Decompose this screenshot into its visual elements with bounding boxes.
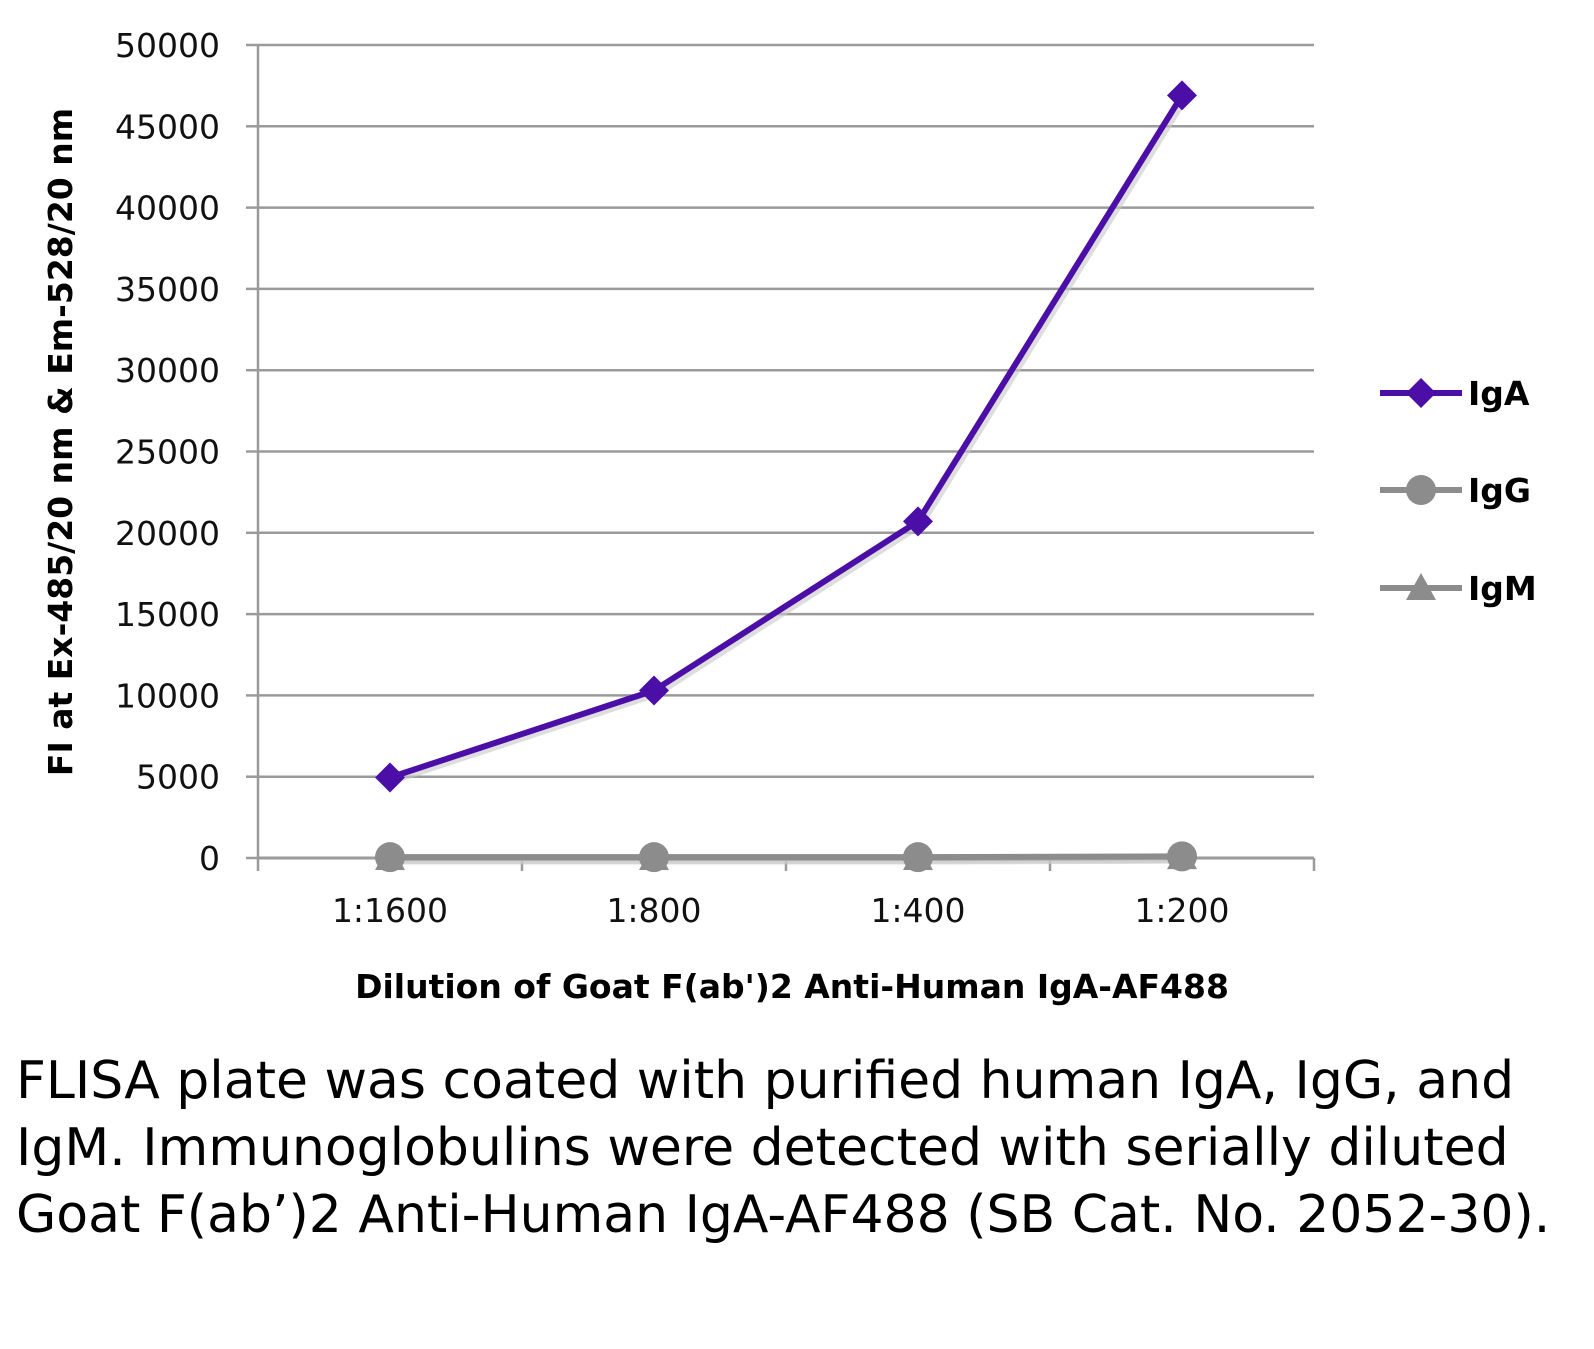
gridlines xyxy=(258,43,1314,778)
axes xyxy=(246,43,1316,871)
data-point xyxy=(903,842,933,873)
y-tick-label: 50000 xyxy=(115,26,220,65)
line-chart: 0 5000 10000 15000 20000 25000 30000 35000 40000… xyxy=(41,26,1537,1006)
data-point xyxy=(903,506,933,537)
y-tick-label: 0 xyxy=(199,839,220,878)
y-tick-label: 35000 xyxy=(115,270,220,309)
y-tick-label: 40000 xyxy=(115,189,220,228)
legend-marker xyxy=(1406,475,1436,505)
data-series xyxy=(375,80,1197,873)
y-tick-labels: 0 5000 10000 15000 20000 25000 30000 35000 40000… xyxy=(115,26,220,878)
x-tick-label: 1:800 xyxy=(606,891,701,930)
x-tick-label: 1:400 xyxy=(870,891,965,930)
legend-label: IgG xyxy=(1468,471,1531,510)
y-tick-label: 25000 xyxy=(115,433,220,472)
y-tick-label: 30000 xyxy=(115,351,220,390)
series-IgG xyxy=(375,841,1197,873)
y-tick-label: 45000 xyxy=(115,107,220,146)
legend-item-IgM: IgM xyxy=(1380,569,1537,608)
x-tick-labels: 1:1600 1:800 1:400 1:200 xyxy=(332,891,1230,930)
y-tick-label: 15000 xyxy=(115,595,220,634)
series-line xyxy=(389,93,1185,781)
legend: IgA IgG IgM xyxy=(1380,374,1537,608)
legend-label: IgA xyxy=(1468,374,1530,413)
y-tick-label: 10000 xyxy=(115,676,220,715)
series-IgA xyxy=(375,80,1197,793)
y-tick-label: 20000 xyxy=(115,514,220,553)
data-point xyxy=(1167,80,1197,111)
x-axis-title: Dilution of Goat F(ab')2 Anti-Human IgA-… xyxy=(355,967,1229,1006)
y-axis-title: FI at Ex-485/20 nm & Em-528/20 nm xyxy=(41,108,80,776)
legend-marker xyxy=(1406,378,1436,408)
x-tick-label: 1:200 xyxy=(1134,891,1229,930)
series-line-shadow xyxy=(391,96,1188,784)
data-point xyxy=(375,842,405,873)
y-tick-label: 5000 xyxy=(136,758,220,797)
data-point xyxy=(639,842,669,873)
legend-marker xyxy=(1406,573,1436,600)
data-point xyxy=(639,675,669,706)
series-line xyxy=(390,853,1183,861)
data-point xyxy=(375,762,405,793)
legend-label: IgM xyxy=(1468,569,1537,608)
figure-caption: FLISA plate was coated with purified hum… xyxy=(16,1051,1551,1245)
legend-item-IgA: IgA xyxy=(1380,374,1530,413)
data-point xyxy=(1167,841,1197,872)
legend-item-IgG: IgG xyxy=(1380,471,1531,510)
x-tick-label: 1:1600 xyxy=(332,891,448,930)
